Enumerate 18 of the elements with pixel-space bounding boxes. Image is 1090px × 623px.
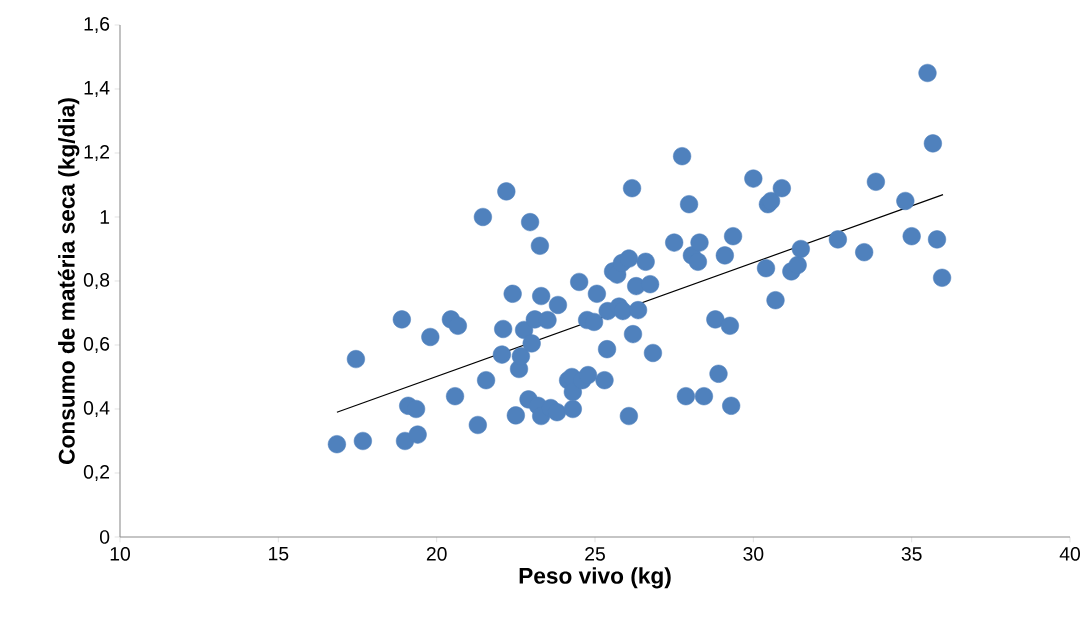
y-axis-title: Consumo de matéria seca (kg/dia) [57, 98, 80, 464]
y-tick-label: 0,6 [83, 337, 110, 353]
x-tick-label: 15 [269, 547, 289, 561]
x-tick-label: 30 [743, 547, 764, 561]
y-tick-label: 1,6 [84, 17, 110, 33]
y-tick-label: 1,2 [84, 145, 110, 161]
y-tick-label: 0,2 [83, 465, 110, 481]
y-tick-label: 1,4 [84, 81, 110, 97]
x-axis-title: Peso vivo (kg) [519, 567, 671, 589]
x-tick-label: 40 [1059, 547, 1081, 561]
y-tick-label: 0,4 [83, 401, 110, 417]
x-tick-label: 20 [426, 547, 447, 561]
y-tick-label: 0 [99, 530, 110, 544]
y-tick-label: 0,8 [83, 273, 110, 289]
y-tick-label: 1 [100, 210, 110, 224]
x-tick-label: 35 [901, 547, 922, 561]
x-tick-label: 25 [585, 547, 605, 561]
x-tick-label: 10 [110, 547, 130, 561]
